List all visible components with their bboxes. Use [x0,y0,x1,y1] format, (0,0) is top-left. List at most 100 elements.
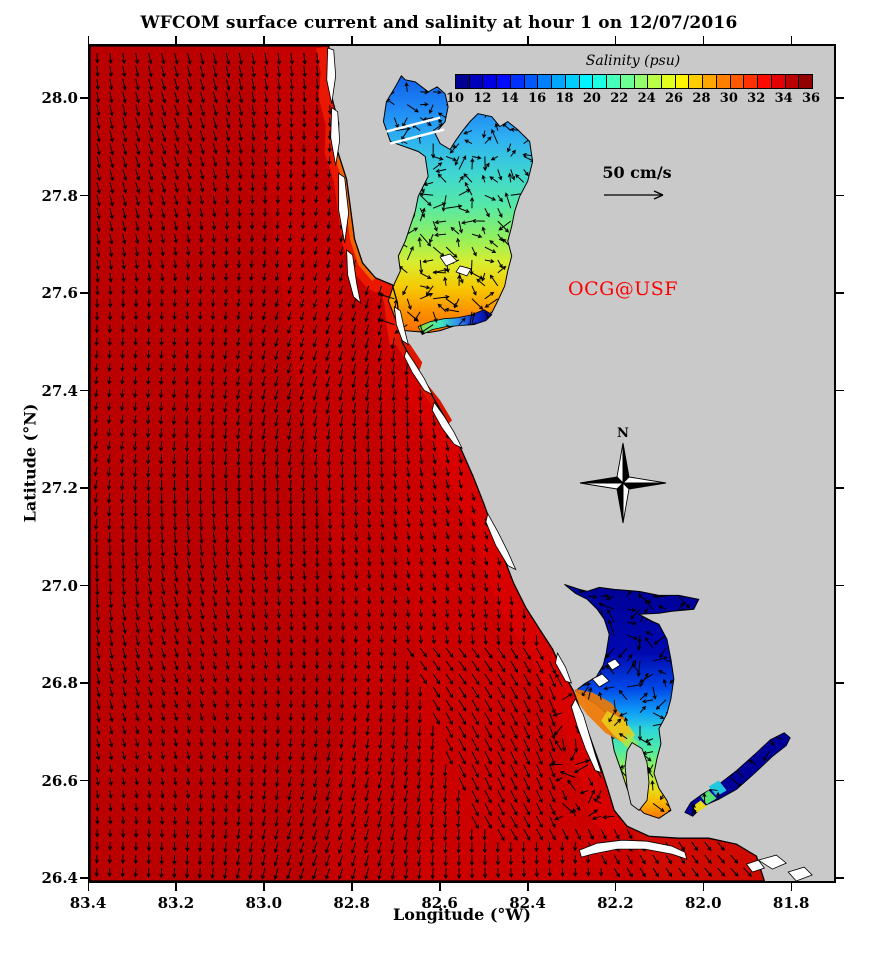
colorbar-cell [675,75,690,88]
colorbar-cell [483,75,498,88]
colorbar-cell [703,75,717,88]
x-tick-top [702,36,705,44]
x-tick-top [351,36,353,44]
x-tick-top [87,36,89,44]
colorbar-cell [607,75,621,88]
colorbar-cell [785,75,800,88]
x-tick-label: 82.2 [597,894,634,912]
y-tick-right [836,584,844,587]
y-tick-label: 27.6 [41,284,78,302]
x-tick-bottom [702,883,705,891]
y-tick-right [836,779,844,782]
x-tick-top [614,36,617,44]
colorbar-cell [716,75,731,88]
colorbar-tick-label: 20 [582,91,601,106]
colorbar-cell [689,75,704,88]
colorbar-cell [634,75,649,88]
colorbar-tick-label: 32 [747,91,766,106]
scale-arrow-label: 50 cm/s [602,163,672,182]
y-tick-label: 26.6 [41,771,78,790]
x-tick-label: 83.4 [69,894,107,912]
compass-north-label: N [617,426,629,441]
colorbar-cell [730,75,745,88]
colorbar-tick-label: 26 [665,91,684,106]
y-tick-label: 26.4 [41,869,78,887]
colorbar-cell [510,75,525,88]
x-tick-label: 83.0 [245,894,283,912]
y-tick-label: 27.4 [41,381,78,400]
y-tick-right [836,389,844,392]
y-axis-label: Latitude (°N) [20,403,40,523]
x-tick-bottom [790,883,793,891]
x-tick-label: 82.6 [421,894,458,912]
x-tick-top [263,36,265,44]
x-tick-label: 82.0 [685,894,722,912]
colorbar-tick-label: 28 [692,91,711,106]
colorbar-tick-label: 10 [445,91,465,106]
y-tick-left [80,194,88,197]
x-tick-label: 83.2 [157,894,195,912]
barrier-islands [326,47,813,881]
y-tick-left [80,779,88,782]
colorbar-cell [579,75,594,88]
x-tick-bottom [87,883,89,891]
colorbar [455,74,813,89]
colorbar-cell [565,75,580,88]
colorbar-tick-label: 22 [610,91,629,106]
y-tick-left [80,877,88,879]
x-tick-label: 82.4 [509,894,546,912]
colorbar-cell [662,75,676,88]
x-tick-bottom [175,883,177,891]
colorbar-cell [758,75,772,88]
y-tick-label: 26.8 [41,674,78,692]
y-tick-left [80,487,88,489]
y-tick-right [836,487,844,489]
map-svg [90,46,834,881]
colorbar-tick-label: 16 [528,91,547,106]
x-tick-bottom [263,883,265,891]
pine-island [624,742,650,811]
y-tick-left [80,682,88,684]
colorbar-cell [538,75,553,88]
colorbar-cell [648,75,663,88]
compass-rose-icon: N [579,426,667,524]
x-tick-top [175,36,177,44]
y-tick-left [80,97,88,99]
y-tick-right [836,682,844,684]
x-tick-label: 81.8 [772,894,810,912]
y-tick-right [836,877,844,879]
colorbar-tick-label: 36 [801,91,821,106]
colorbar-cell [552,75,566,88]
colorbar-tick-label: 12 [473,91,492,106]
colorbar-title: Salinity (psu) [585,53,681,69]
colorbar-cell [593,75,608,88]
colorbar-cell [497,75,511,88]
x-tick-label: 82.8 [333,894,370,912]
colorbar-tick-label: 14 [500,91,519,106]
y-tick-label: 27.0 [41,576,78,595]
colorbar-cell [744,75,759,88]
x-axis-label: Longitude (°W) [393,905,531,924]
x-tick-bottom [439,883,441,891]
charlotte-harbor [564,583,700,819]
colorbar-cell [469,75,484,88]
colorbar-cell [771,75,786,88]
y-tick-right [836,97,844,99]
watermark-ocg-usf: OCG@USF [568,278,679,300]
y-tick-right [836,292,844,294]
colorbar-tick-label: 30 [719,91,738,106]
scale-arrow-icon [604,190,664,200]
y-tick-left [80,584,88,587]
colorbar-cell [524,75,539,88]
plot-area [88,44,836,883]
colorbar-cell [456,75,470,88]
colorbar-tick-label: 18 [555,91,574,106]
y-tick-label: 27.2 [41,479,78,497]
colorbar-tick-label: 34 [774,91,793,106]
colorbar-cell [620,75,635,88]
y-tick-label: 28.0 [41,89,78,107]
x-tick-bottom [351,883,353,891]
y-tick-label: 27.8 [41,186,78,205]
plot-title: WFCOM surface current and salinity at ho… [140,13,738,33]
